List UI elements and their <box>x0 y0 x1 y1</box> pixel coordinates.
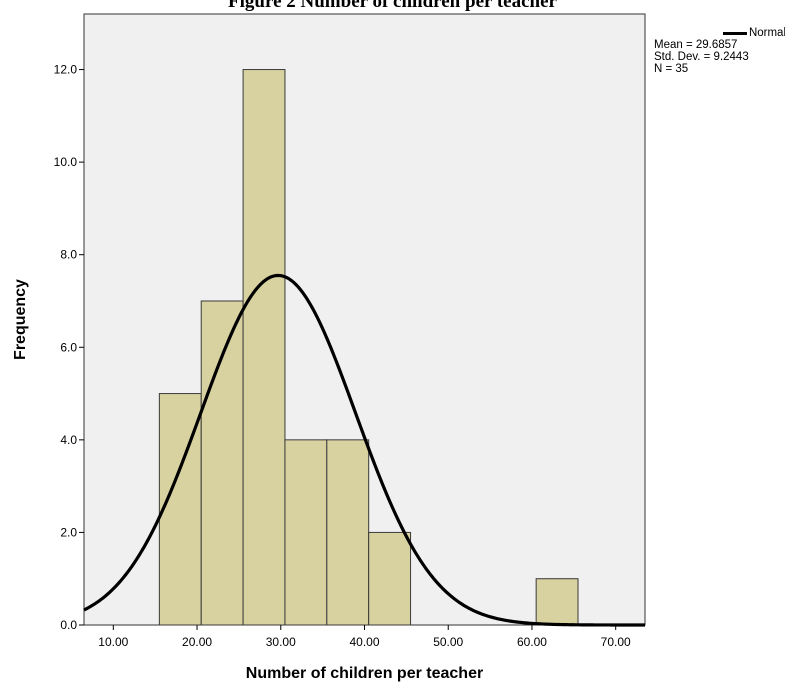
legend-stat-mean: Mean = 29.6857 <box>654 39 738 51</box>
x-tick-label: 10.00 <box>98 635 128 649</box>
histogram-bar <box>242 69 286 626</box>
y-tick-label: 12.0 <box>54 63 78 77</box>
y-tick-label: 2.0 <box>60 525 77 539</box>
y-tick-label: 4.0 <box>60 433 77 447</box>
chart-title: Figure 2 Number of children per teacher <box>228 0 557 12</box>
x-tick-label: 50.00 <box>433 635 463 649</box>
x-tick-label: 60.00 <box>517 635 547 649</box>
legend-line-icon <box>722 31 747 35</box>
y-tick-label: 10.0 <box>54 155 78 169</box>
bars-group <box>158 69 579 626</box>
x-tick-label: 30.00 <box>266 635 296 649</box>
histogram-bar <box>368 531 412 626</box>
y-axis-ticks: 0.0 2.0 4.0 6.0 8.0 10.0 12.0 <box>54 63 84 632</box>
legend: Normal Mean = 29.6857 Std. Dev. = 9.2443… <box>654 27 785 75</box>
y-tick-label: 0.0 <box>60 618 77 632</box>
histogram-bar <box>535 578 579 626</box>
y-axis-label: Frequency <box>12 279 29 360</box>
legend-stat-n: N = 35 <box>654 63 689 75</box>
normal-curve <box>83 273 646 627</box>
legend-entry-normal: Normal <box>654 27 785 39</box>
histogram-bar <box>326 439 370 626</box>
y-tick-label: 6.0 <box>60 340 77 354</box>
y-tick-label: 8.0 <box>60 248 77 262</box>
x-axis-label: Number of children per teacher <box>246 665 483 682</box>
legend-stat-std: Std. Dev. = 9.2443 <box>654 51 749 63</box>
histogram-bar <box>200 300 244 626</box>
x-axis-ticks: 10.00 20.00 30.00 40.00 50.00 60.00 70.00 <box>98 625 631 649</box>
x-tick-label: 70.00 <box>601 635 631 649</box>
x-tick-label: 20.00 <box>182 635 212 649</box>
x-tick-label: 40.00 <box>349 635 379 649</box>
legend-label: Normal <box>748 27 785 39</box>
histogram-bar <box>284 439 328 626</box>
